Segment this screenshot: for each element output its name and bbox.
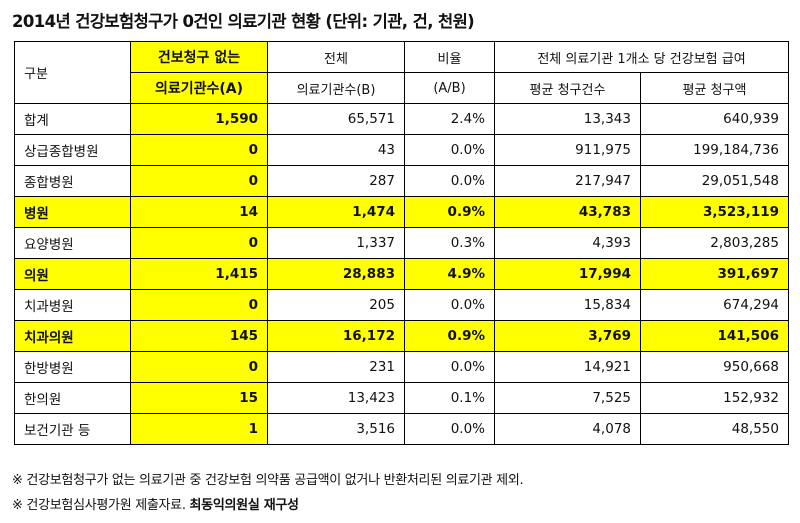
cell-avg-claims: 43,783	[494, 196, 641, 228]
row-name: 보건기관 등	[14, 413, 131, 445]
cell-ratio: 0.0%	[404, 413, 495, 445]
row-name: 의원	[14, 258, 131, 290]
page-title: 2014년 건강보험청구가 0건인 의료기관 현황 (단위: 기관, 건, 천원…	[12, 12, 475, 31]
row-name: 상급종합병원	[14, 134, 131, 166]
header-total-line2: 의료기관수(B)	[267, 72, 405, 104]
cell-avg-amount: 2,803,285	[640, 227, 789, 259]
header-total-line1: 전체	[267, 41, 405, 73]
cell-avg-claims: 217,947	[494, 165, 641, 197]
cell-avg-amount: 391,697	[640, 258, 789, 290]
table-row: 치과의원 145 16,172 0.9% 3,769 141,506	[14, 320, 789, 352]
table-row: 보건기관 등 1 3,516 0.0% 4,078 48,550	[14, 413, 789, 445]
cell-total-count: 28,883	[267, 258, 405, 290]
cell-no-claim-count: 1	[130, 413, 268, 445]
header-category: 구분	[14, 41, 131, 104]
cell-avg-amount: 3,523,119	[640, 196, 789, 228]
cell-total-count: 13,423	[267, 382, 405, 414]
table-row: 병원 14 1,474 0.9% 43,783 3,523,119	[14, 196, 789, 228]
cell-ratio: 0.9%	[404, 320, 495, 352]
row-name: 종합병원	[14, 165, 131, 197]
cell-avg-amount: 152,932	[640, 382, 789, 414]
table-row: 한의원 15 13,423 0.1% 7,525 152,932	[14, 382, 789, 414]
footnote-2-source: ※ 건강보험심사평가원 제출자료.	[12, 498, 186, 513]
cell-avg-claims: 4,393	[494, 227, 641, 259]
cell-avg-claims: 4,078	[494, 413, 641, 445]
cell-avg-amount: 141,506	[640, 320, 789, 352]
cell-avg-amount: 950,668	[640, 351, 789, 383]
cell-total-count: 287	[267, 165, 405, 197]
cell-no-claim-count: 0	[130, 134, 268, 166]
table-row: 요양병원 0 1,337 0.3% 4,393 2,803,285	[14, 227, 789, 259]
cell-ratio: 0.0%	[404, 289, 495, 321]
footnote-1: ※ 건강보험청구가 없는 의료기관 중 건강보험 의약품 공급액이 없거나 반환…	[12, 473, 524, 488]
footnote-2-credit: 최동익의원실 재구성	[189, 498, 299, 513]
cell-ratio: 0.3%	[404, 227, 495, 259]
cell-avg-claims: 911,975	[494, 134, 641, 166]
cell-no-claim-count: 0	[130, 165, 268, 197]
cell-ratio: 0.0%	[404, 351, 495, 383]
table-row: 한방병원 0 231 0.0% 14,921 950,668	[14, 351, 789, 383]
cell-avg-claims: 17,994	[494, 258, 641, 290]
table-row: 의원 1,415 28,883 4.9% 17,994 391,697	[14, 258, 789, 290]
cell-total-count: 3,516	[267, 413, 405, 445]
header-row-1: 구분 건보청구 없는 전체 비율 전체 의료기관 1개소 당 건강보험 급여	[14, 41, 789, 104]
cell-total-count: 231	[267, 351, 405, 383]
header-avg-amount: 평균 청구액	[640, 72, 789, 104]
cell-avg-amount: 674,294	[640, 289, 789, 321]
cell-total-count: 1,337	[267, 227, 405, 259]
cell-total-count: 1,474	[267, 196, 405, 228]
row-name: 한방병원	[14, 351, 131, 383]
cell-no-claim-count: 1,415	[130, 258, 268, 290]
cell-no-claim-count: 0	[130, 227, 268, 259]
header-ratio-line2: (A/B)	[404, 72, 495, 104]
cell-total-count: 16,172	[267, 320, 405, 352]
row-name: 병원	[14, 196, 131, 228]
cell-ratio: 0.0%	[404, 134, 495, 166]
table-row: 치과병원 0 205 0.0% 15,834 674,294	[14, 289, 789, 321]
row-name: 요양병원	[14, 227, 131, 259]
cell-ratio: 2.4%	[404, 103, 495, 135]
stats-table: 구분 건보청구 없는 전체 비율 전체 의료기관 1개소 당 건강보험 급여 의…	[14, 41, 789, 445]
row-name: 합계	[14, 103, 131, 135]
header-avg-count: 평균 청구건수	[494, 72, 641, 104]
cell-avg-amount: 29,051,548	[640, 165, 789, 197]
cell-ratio: 0.9%	[404, 196, 495, 228]
cell-no-claim-count: 1,590	[130, 103, 268, 135]
cell-avg-amount: 640,939	[640, 103, 789, 135]
row-name: 한의원	[14, 382, 131, 414]
cell-ratio: 0.0%	[404, 165, 495, 197]
row-name: 치과병원	[14, 289, 131, 321]
cell-avg-claims: 7,525	[494, 382, 641, 414]
cell-no-claim-count: 15	[130, 382, 268, 414]
header-ratio-line1: 비율	[404, 41, 495, 73]
table-row: 상급종합병원 0 43 0.0% 911,975 199,184,736	[14, 134, 789, 166]
header-group: 전체 의료기관 1개소 당 건강보험 급여	[494, 41, 789, 73]
cell-total-count: 205	[267, 289, 405, 321]
cell-avg-claims: 3,769	[494, 320, 641, 352]
cell-total-count: 43	[267, 134, 405, 166]
header-colA-line1: 건보청구 없는	[130, 41, 268, 73]
footnote-2: ※ 건강보험심사평가원 제출자료. 최동익의원실 재구성	[12, 494, 299, 513]
cell-no-claim-count: 0	[130, 289, 268, 321]
row-name: 치과의원	[14, 320, 131, 352]
table-row: 합계 1,590 65,571 2.4% 13,343 640,939	[14, 103, 789, 135]
cell-total-count: 65,571	[267, 103, 405, 135]
cell-ratio: 0.1%	[404, 382, 495, 414]
cell-avg-amount: 48,550	[640, 413, 789, 445]
cell-no-claim-count: 145	[130, 320, 268, 352]
header-row-2: 의료기관수(A) 의료기관수(B) (A/B) 평균 청구건수 평균 청구액	[15, 72, 789, 104]
cell-avg-claims: 15,834	[494, 289, 641, 321]
cell-no-claim-count: 14	[130, 196, 268, 228]
table-row: 종합병원 0 287 0.0% 217,947 29,051,548	[14, 165, 789, 197]
cell-avg-claims: 14,921	[494, 351, 641, 383]
cell-avg-claims: 13,343	[494, 103, 641, 135]
header-colA-line2: 의료기관수(A)	[130, 72, 268, 104]
cell-avg-amount: 199,184,736	[640, 134, 789, 166]
cell-no-claim-count: 0	[130, 351, 268, 383]
cell-ratio: 4.9%	[404, 258, 495, 290]
